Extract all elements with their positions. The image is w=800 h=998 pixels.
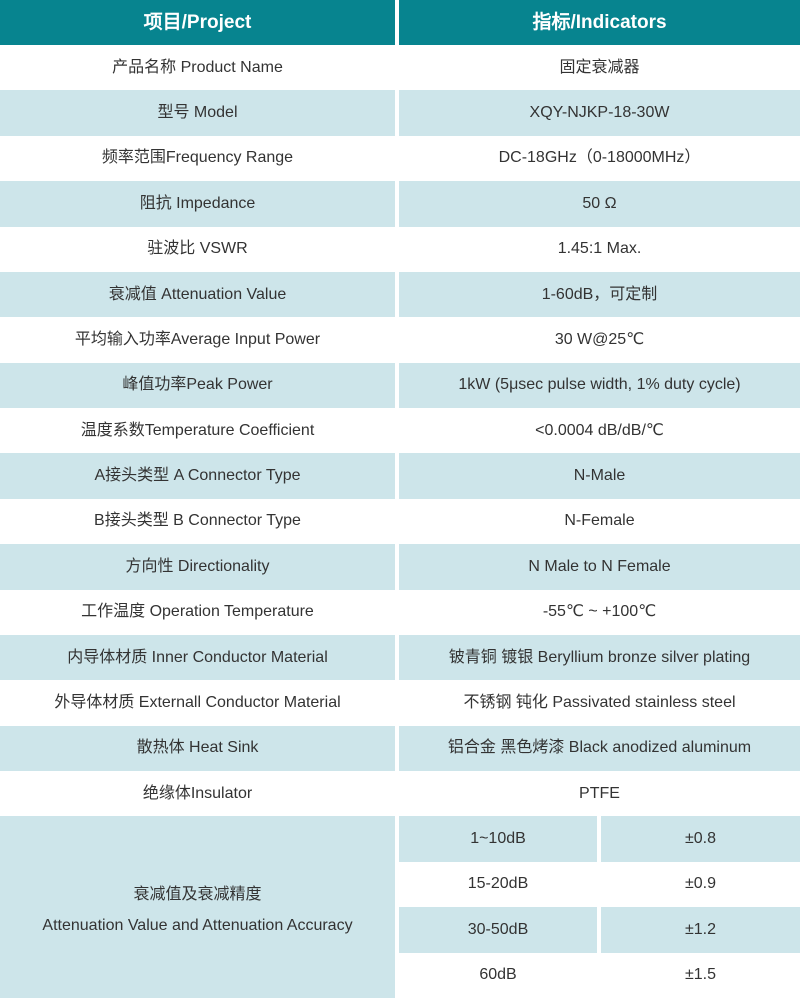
attenuation-accuracy-section: 衰减值及衰减精度 Attenuation Value and Attenuati…	[0, 816, 800, 998]
project-cell: 产品名称 Product Name	[0, 45, 395, 91]
project-cell: 方向性 Directionality	[0, 544, 395, 590]
accuracy-row: 1~10dB ±0.8	[399, 816, 800, 862]
project-cell: 峰值功率Peak Power	[0, 362, 395, 408]
indicator-cell: -55℃ ~ +100℃	[399, 589, 800, 635]
header-project-cell: 项目/Project	[0, 0, 395, 45]
table-row: A接头类型 A Connector Type N-Male	[0, 453, 800, 499]
table-row: 型号 Model XQY-NJKP-18-30W	[0, 90, 800, 136]
db-range-cell: 30-50dB	[399, 907, 597, 953]
db-range-cell: 15-20dB	[399, 861, 597, 908]
column-divider	[395, 45, 399, 91]
project-cell: 驻波比 VSWR	[0, 226, 395, 272]
table-row: 工作温度 Operation Temperature -55℃ ~ +100℃	[0, 589, 800, 635]
accuracy-value-cell: ±0.8	[601, 816, 800, 862]
table-row: 绝缘体Insulator PTFE	[0, 771, 800, 817]
indicator-cell: 1.45:1 Max.	[399, 226, 800, 272]
accuracy-row: 15-20dB ±0.9	[399, 861, 800, 908]
indicator-cell: 1-60dB，可定制	[399, 271, 800, 318]
column-divider	[597, 861, 601, 908]
column-divider	[395, 408, 399, 454]
column-divider	[395, 634, 399, 681]
column-divider	[395, 271, 399, 318]
table-row: 产品名称 Product Name 固定衰减器	[0, 45, 800, 91]
table-row: B接头类型 B Connector Type N-Female	[0, 498, 800, 545]
db-range-cell: 1~10dB	[399, 816, 597, 862]
table-row: 阻抗 Impedance 50 Ω	[0, 181, 800, 227]
column-divider	[395, 453, 399, 499]
column-divider	[395, 181, 399, 227]
indicator-cell: 50 Ω	[399, 181, 800, 227]
project-cell: 型号 Model	[0, 90, 395, 136]
project-cell: A接头类型 A Connector Type	[0, 453, 395, 499]
project-cell: 工作温度 Operation Temperature	[0, 589, 395, 635]
indicator-cell: DC-18GHz（0-18000MHz）	[399, 135, 800, 182]
indicator-cell: 铝合金 黑色烤漆 Black anodized aluminum	[399, 725, 800, 771]
table-row: 温度系数Temperature Coefficient <0.0004 dB/d…	[0, 408, 800, 454]
table-row: 衰减值 Attenuation Value 1-60dB，可定制	[0, 271, 800, 318]
table-row: 方向性 Directionality N Male to N Female	[0, 544, 800, 590]
table-row: 频率范围Frequency Range DC-18GHz（0-18000MHz）	[0, 135, 800, 182]
column-divider	[395, 680, 399, 726]
table-row: 峰值功率Peak Power 1kW (5μsec pulse width, 1…	[0, 362, 800, 408]
indicator-cell: N-Male	[399, 453, 800, 499]
accuracy-value-cell: ±1.2	[601, 907, 800, 953]
indicator-cell: <0.0004 dB/dB/℃	[399, 408, 800, 454]
accuracy-rows: 1~10dB ±0.8 15-20dB ±0.9 30-50dB ±1.2 60…	[399, 816, 800, 998]
column-divider	[395, 317, 399, 363]
project-cell: 温度系数Temperature Coefficient	[0, 408, 395, 454]
table-row: 内导体材质 Inner Conductor Material 铍青铜 镀银 Be…	[0, 634, 800, 681]
accuracy-row: 60dB ±1.5	[399, 952, 800, 998]
column-divider	[395, 816, 399, 998]
column-divider	[395, 589, 399, 635]
column-divider	[395, 771, 399, 817]
project-cell: 内导体材质 Inner Conductor Material	[0, 634, 395, 681]
project-cell: 散热体 Heat Sink	[0, 725, 395, 771]
column-divider	[597, 907, 601, 953]
indicator-cell: 铍青铜 镀银 Beryllium bronze silver plating	[399, 634, 800, 681]
accuracy-label-zh: 衰减值及衰减精度	[133, 885, 262, 903]
indicator-cell: N Male to N Female	[399, 544, 800, 590]
project-cell: 频率范围Frequency Range	[0, 135, 395, 182]
project-cell: 阻抗 Impedance	[0, 181, 395, 227]
project-cell: 绝缘体Insulator	[0, 771, 395, 817]
column-divider	[395, 135, 399, 182]
indicator-cell: 不锈钢 钝化 Passivated stainless steel	[399, 680, 800, 726]
db-range-cell: 60dB	[399, 952, 597, 998]
column-divider	[395, 498, 399, 545]
indicator-cell: 30 W@25℃	[399, 317, 800, 363]
accuracy-label-cell: 衰减值及衰减精度 Attenuation Value and Attenuati…	[0, 816, 395, 998]
indicator-cell: XQY-NJKP-18-30W	[399, 90, 800, 136]
column-divider	[395, 0, 399, 45]
accuracy-row: 30-50dB ±1.2	[399, 907, 800, 953]
accuracy-value-cell: ±1.5	[601, 952, 800, 998]
table-header-row: 项目/Project 指标/Indicators	[0, 0, 800, 45]
column-divider	[597, 952, 601, 998]
column-divider	[395, 544, 399, 590]
column-divider	[597, 816, 601, 862]
table-row: 平均输入功率Average Input Power 30 W@25℃	[0, 317, 800, 363]
indicator-cell: PTFE	[399, 771, 800, 817]
project-cell: B接头类型 B Connector Type	[0, 498, 395, 545]
indicator-cell: 1kW (5μsec pulse width, 1% duty cycle)	[399, 362, 800, 408]
indicator-cell: 固定衰减器	[399, 45, 800, 91]
table-row: 驻波比 VSWR 1.45:1 Max.	[0, 226, 800, 272]
indicator-cell: N-Female	[399, 498, 800, 545]
project-cell: 外导体材质 Externall Conductor Material	[0, 680, 395, 726]
column-divider	[395, 90, 399, 136]
column-divider	[395, 226, 399, 272]
table-row: 外导体材质 Externall Conductor Material 不锈钢 钝…	[0, 680, 800, 726]
header-indicators-cell: 指标/Indicators	[399, 0, 800, 45]
table-row: 散热体 Heat Sink 铝合金 黑色烤漆 Black anodized al…	[0, 725, 800, 771]
accuracy-label-en: Attenuation Value and Attenuation Accura…	[42, 916, 353, 934]
column-divider	[395, 362, 399, 408]
accuracy-value-cell: ±0.9	[601, 861, 800, 908]
project-cell: 衰减值 Attenuation Value	[0, 271, 395, 318]
project-cell: 平均输入功率Average Input Power	[0, 317, 395, 363]
column-divider	[395, 725, 399, 771]
